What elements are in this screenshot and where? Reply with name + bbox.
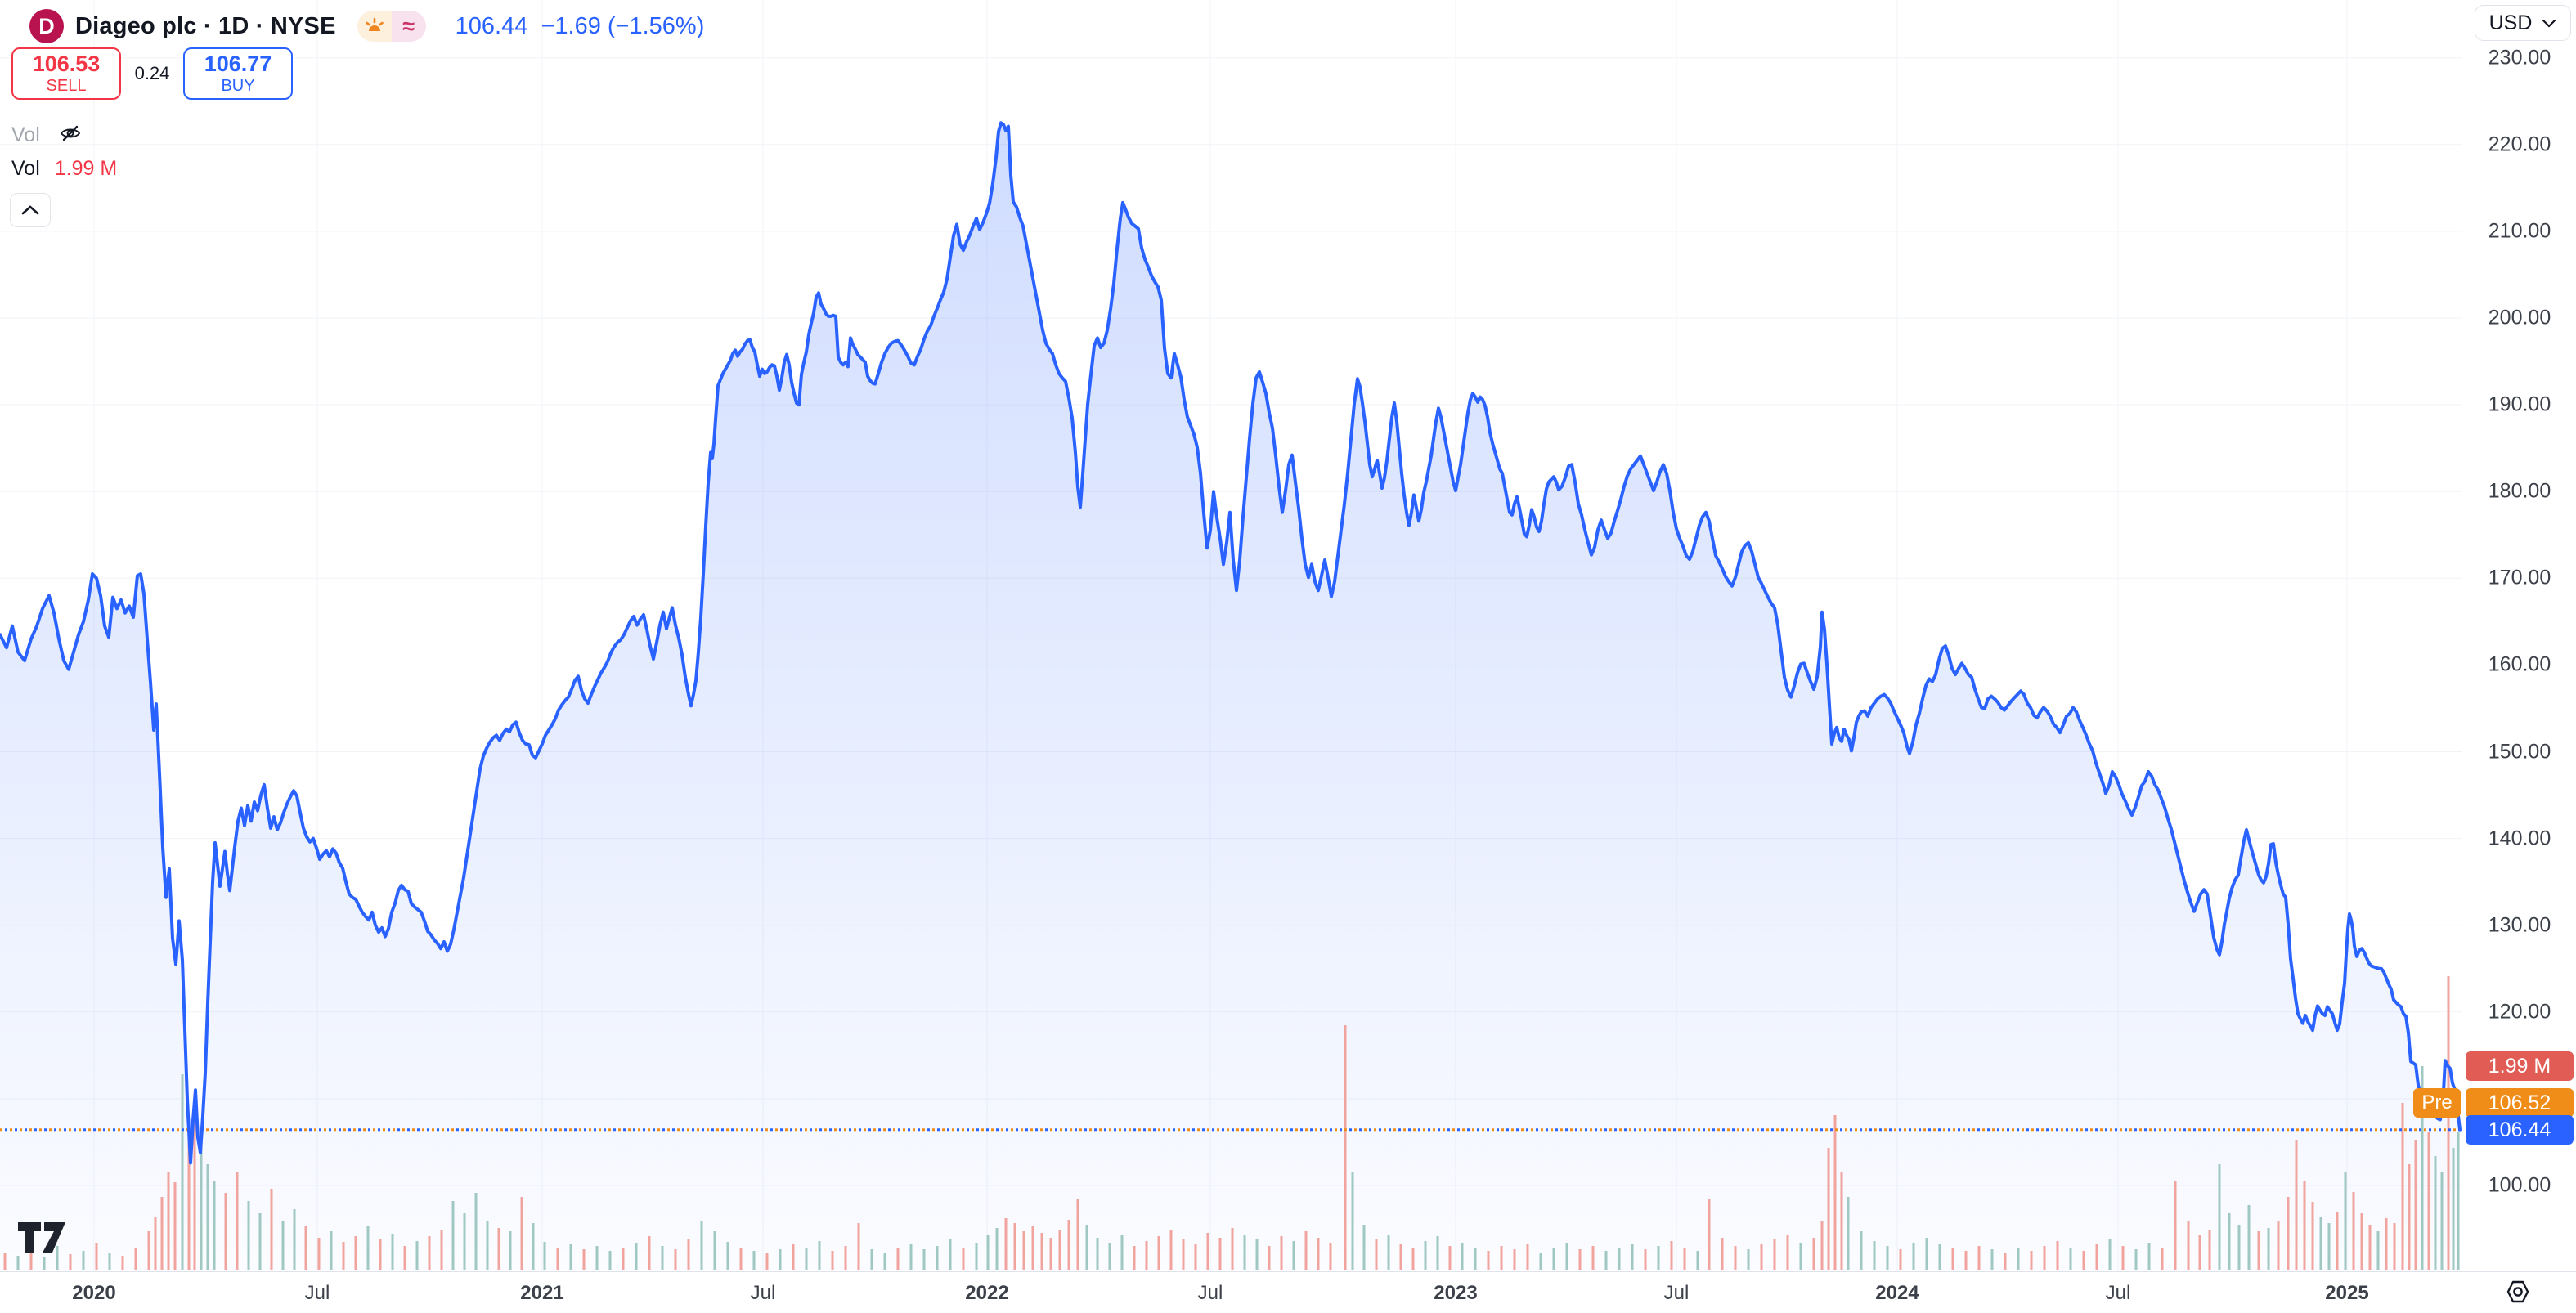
sell-button[interactable]: 106.53 SELL [11, 47, 121, 100]
time-axis-label[interactable]: 2020 [72, 1281, 116, 1304]
symbol-title[interactable]: Diageo plc · 1D · NYSE [75, 12, 336, 39]
price-chart-canvas[interactable] [0, 0, 2462, 1271]
last-price-badge: 106.44 [2466, 1115, 2574, 1145]
price-axis-label: 230.00 [2488, 46, 2551, 69]
last-price-change: 106.44 −1.69 (−1.56%) [455, 12, 705, 39]
time-axis-label[interactable]: Jul [1663, 1281, 1690, 1304]
price-axis-label: 160.00 [2488, 652, 2551, 676]
eye-hidden-icon[interactable] [58, 121, 83, 150]
symbol-header: D Diageo plc · 1D · NYSE ≈ 106.44 −1.69 … [29, 9, 704, 43]
price-axis[interactable]: 230.00 220.00 210.00 200.00 190.00 180.00 170.… [2413, 0, 2576, 1271]
buy-button[interactable]: 106.77 BUY [183, 47, 293, 100]
price-axis-label: 120.00 [2488, 1000, 2551, 1024]
sell-label: SELL [46, 77, 87, 96]
price-axis-label: 100.00 [2488, 1173, 2551, 1197]
price-axis-label: 210.00 [2488, 219, 2551, 243]
collapse-panel-button[interactable] [10, 193, 51, 227]
time-axis-label[interactable]: 2022 [965, 1281, 1009, 1304]
chevron-up-icon [21, 205, 39, 215]
time-axis-label[interactable]: 2023 [1434, 1281, 1478, 1304]
time-axis-label[interactable]: Jul [1197, 1281, 1223, 1304]
time-axis[interactable]: 2020 Jul 2021 Jul 2022 Jul 2023 Jul 2024 Jul 2025 [0, 1271, 2576, 1313]
currency-selector[interactable]: USD [2475, 5, 2571, 41]
volume-label: Vol [11, 157, 40, 180]
timezone-settings-icon[interactable] [2504, 1278, 2532, 1306]
currency-value: USD [2488, 11, 2533, 34]
chevron-down-icon [2542, 19, 2556, 28]
price-axis-label: 130.00 [2488, 913, 2551, 937]
time-axis-label[interactable]: Jul [750, 1281, 776, 1304]
premarket-badge: 106.52 [2466, 1088, 2574, 1118]
price-axis-label: 190.00 [2488, 392, 2551, 416]
premarket-sun-icon [357, 11, 392, 42]
price-axis-label: 150.00 [2488, 740, 2551, 763]
price-axis-label: 140.00 [2488, 827, 2551, 850]
market-status-pill: ≈ [357, 11, 426, 42]
price-axis-label: 180.00 [2488, 479, 2551, 503]
time-axis-label[interactable]: Jul [304, 1281, 330, 1304]
buy-price: 106.77 [204, 51, 272, 76]
time-axis-label[interactable]: 2025 [2325, 1281, 2369, 1304]
tradingview-logo[interactable] [16, 1220, 67, 1256]
premarket-tag: Pre [2413, 1088, 2461, 1118]
volume-indicator-title: Vol [11, 123, 40, 146]
sell-price: 106.53 [32, 51, 101, 76]
time-axis-label[interactable]: 2021 [520, 1281, 564, 1304]
volume-indicator-legend-hidden: Vol [11, 121, 83, 150]
volume-value: 1.99 M [54, 157, 118, 180]
diageo-logo: D [29, 9, 64, 43]
buy-label: BUY [221, 77, 255, 96]
bid-ask-spread: 0.24 [134, 63, 170, 83]
price-axis-label: 170.00 [2488, 566, 2551, 589]
volume-legend: Vol 1.99 M [11, 157, 117, 181]
volume-badge: 1.99 M [2466, 1051, 2574, 1081]
delayed-data-icon: ≈ [391, 11, 426, 42]
time-axis-label[interactable]: 2024 [1875, 1281, 1919, 1304]
price-axis-label: 220.00 [2488, 132, 2551, 156]
time-axis-label[interactable]: Jul [2105, 1281, 2131, 1304]
price-axis-label: 200.00 [2488, 306, 2551, 329]
order-panel: 106.53 SELL 0.24 106.77 BUY [11, 47, 293, 100]
